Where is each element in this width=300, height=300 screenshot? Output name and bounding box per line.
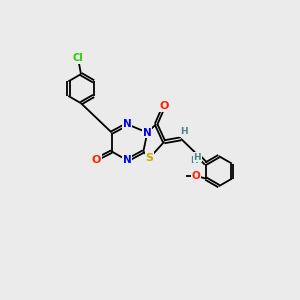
Text: O: O (192, 171, 201, 181)
Text: O: O (160, 101, 169, 111)
Text: N: N (123, 155, 132, 165)
Text: H: H (180, 128, 188, 136)
Text: N: N (143, 128, 152, 138)
Text: Cl: Cl (73, 53, 83, 63)
Text: O: O (91, 154, 101, 165)
Text: S: S (146, 153, 154, 163)
Text: H: H (193, 153, 201, 162)
Text: N: N (123, 119, 132, 129)
Text: H: H (190, 156, 198, 165)
